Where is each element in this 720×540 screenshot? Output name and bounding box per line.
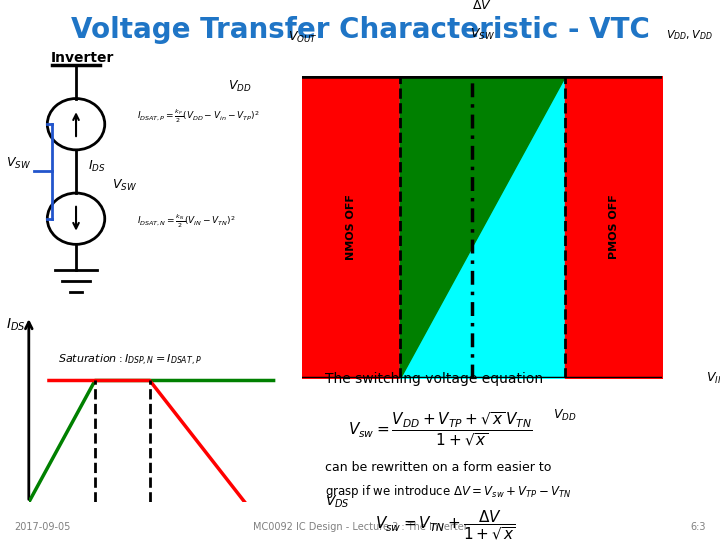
- Text: $I_{DS}$: $I_{DS}$: [88, 159, 106, 173]
- Text: Voltage Transfer Characteristic - VTC: Voltage Transfer Characteristic - VTC: [71, 16, 649, 44]
- Text: $V_{DS}$: $V_{DS}$: [325, 494, 351, 510]
- Polygon shape: [400, 76, 565, 378]
- Text: $V_{SW}$: $V_{SW}$: [112, 178, 138, 192]
- Text: $V_{OUT}$: $V_{OUT}$: [288, 30, 318, 45]
- Text: $V_{sw} = \dfrac{V_{DD}+V_{TP}+\sqrt{x}\,V_{TN}}{1+\sqrt{x}}$: $V_{sw} = \dfrac{V_{DD}+V_{TP}+\sqrt{x}\…: [348, 411, 533, 448]
- Text: $I_{DS}$: $I_{DS}$: [6, 316, 26, 333]
- Text: $V_{sw} = V_{TN} + \dfrac{\Delta V}{1+\sqrt{x}}$: $V_{sw} = V_{TN} + \dfrac{\Delta V}{1+\s…: [375, 508, 516, 540]
- Text: grasp if we introduce $\Delta V = V_{sw}+V_{TP}-V_{TN}$: grasp if we introduce $\Delta V = V_{sw}…: [325, 483, 571, 500]
- Text: Inverter: Inverter: [50, 51, 114, 65]
- Text: PMOS OFF: PMOS OFF: [609, 194, 618, 259]
- Text: $V_{SW}$: $V_{SW}$: [6, 156, 31, 171]
- Text: $V_{SW}$: $V_{SW}$: [470, 27, 495, 42]
- Text: $V_{DD}, V_{DD}$: $V_{DD}, V_{DD}$: [666, 29, 713, 42]
- Text: $V_{IN}$: $V_{IN}$: [706, 370, 720, 386]
- Text: The switching voltage equation: The switching voltage equation: [325, 372, 543, 386]
- Text: NMOS OFF: NMOS OFF: [346, 194, 356, 260]
- Text: 2017-09-05: 2017-09-05: [14, 522, 71, 532]
- Text: $V_{DD}$: $V_{DD}$: [228, 79, 252, 94]
- Text: $\Delta V$: $\Delta V$: [472, 0, 492, 12]
- Text: MC0092 IC Design - Lecture 3 : The Inverter: MC0092 IC Design - Lecture 3 : The Inver…: [253, 522, 467, 532]
- Text: $\mathit{Saturation: I_{DSP,N}=I_{DSAT,P}}$: $\mathit{Saturation: I_{DSP,N}=I_{DSAT,P…: [58, 353, 202, 368]
- Text: $I_{DSAT,P} = \frac{k_P}{2}(V_{DD}-V_{in}-V_{TP})^2$: $I_{DSAT,P} = \frac{k_P}{2}(V_{DD}-V_{in…: [137, 107, 259, 125]
- Text: $I_{DSAT,N} = \frac{k_N}{2}(V_{IN}-V_{TN})^2$: $I_{DSAT,N} = \frac{k_N}{2}(V_{IN}-V_{TN…: [137, 213, 235, 230]
- Text: 6:3: 6:3: [690, 522, 706, 532]
- Text: can be rewritten on a form easier to: can be rewritten on a form easier to: [325, 461, 551, 474]
- Text: $V_{DD}$: $V_{DD}$: [554, 408, 577, 423]
